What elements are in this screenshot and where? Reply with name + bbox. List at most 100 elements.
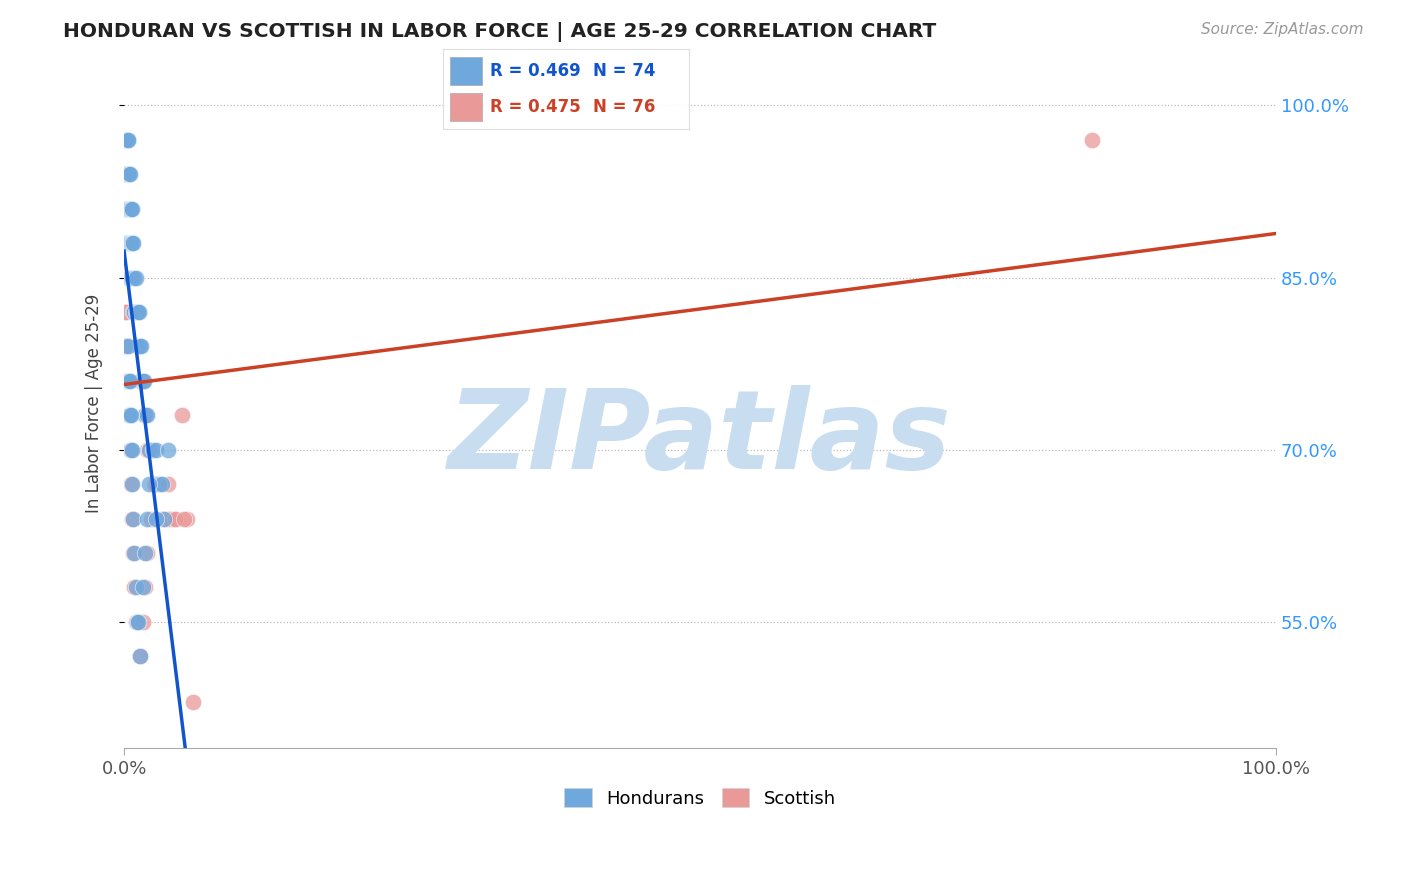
Point [118,409,141,423]
Point [143,477,166,491]
Point [150,477,173,491]
Point [176,511,198,525]
Point [114,339,136,353]
Point [118,409,141,423]
Text: R = 0.469: R = 0.469 [489,62,581,80]
Point [132,374,155,388]
Point [181,695,204,709]
Point [134,581,156,595]
Point [117,133,139,147]
Text: N = 74: N = 74 [593,62,655,80]
Point [118,167,141,181]
Point [148,477,170,491]
Point [1080,133,1102,147]
Point [128,305,150,319]
Point [120,236,142,251]
Point [127,339,149,353]
Point [124,581,146,595]
Point [131,374,153,388]
Point [124,581,146,595]
Point [127,339,149,353]
Point [118,167,141,181]
Point [121,305,143,319]
Point [136,409,159,423]
Point [120,442,142,457]
Point [115,167,138,181]
Point [121,511,143,525]
Point [120,236,142,251]
Point [122,546,145,560]
Point [135,409,157,423]
Point [120,202,142,216]
Point [120,202,142,216]
Point [122,270,145,285]
Point [117,202,139,216]
Point [129,339,152,353]
Point [114,133,136,147]
Point [120,477,142,491]
Point [141,442,163,457]
Point [115,236,138,251]
Point [118,374,141,388]
Point [127,305,149,319]
Point [173,511,195,525]
Point [125,615,148,629]
Point [117,339,139,353]
Point [127,615,149,629]
Point [129,649,152,664]
Point [118,270,141,285]
Point [155,511,177,525]
Point [118,270,141,285]
Point [127,305,149,319]
Point [114,133,136,147]
Point [128,339,150,353]
Text: HONDURAN VS SCOTTISH IN LABOR FORCE | AGE 25-29 CORRELATION CHART: HONDURAN VS SCOTTISH IN LABOR FORCE | AG… [63,22,936,42]
Point [118,374,141,388]
Point [124,546,146,560]
Point [117,133,139,147]
Point [165,511,187,525]
Point [114,202,136,216]
Point [117,236,139,251]
Point [117,374,139,388]
Point [115,236,138,251]
Point [156,477,179,491]
Point [117,339,139,353]
Text: Source: ZipAtlas.com: Source: ZipAtlas.com [1201,22,1364,37]
Point [138,442,160,457]
Point [145,477,167,491]
Point [125,339,148,353]
Point [122,511,145,525]
Point [121,270,143,285]
Point [118,202,141,216]
Point [150,511,173,525]
Text: N = 76: N = 76 [593,98,655,116]
Point [125,305,148,319]
Point [115,374,138,388]
Point [120,270,142,285]
Point [118,442,141,457]
Point [120,270,142,285]
Text: R = 0.475: R = 0.475 [489,98,581,116]
Point [124,615,146,629]
FancyBboxPatch shape [450,94,482,121]
Point [124,305,146,319]
Legend: Hondurans, Scottish: Hondurans, Scottish [557,780,842,814]
Point [120,409,142,423]
Point [115,133,138,147]
Point [118,374,141,388]
Point [156,442,179,457]
Point [121,477,143,491]
Point [115,305,138,319]
Point [118,270,141,285]
Point [136,511,159,525]
Point [121,202,143,216]
Point [124,270,146,285]
Point [148,477,170,491]
Point [117,167,139,181]
Point [145,442,167,457]
Point [121,442,143,457]
Point [170,409,193,423]
Point [127,615,149,629]
Point [114,236,136,251]
